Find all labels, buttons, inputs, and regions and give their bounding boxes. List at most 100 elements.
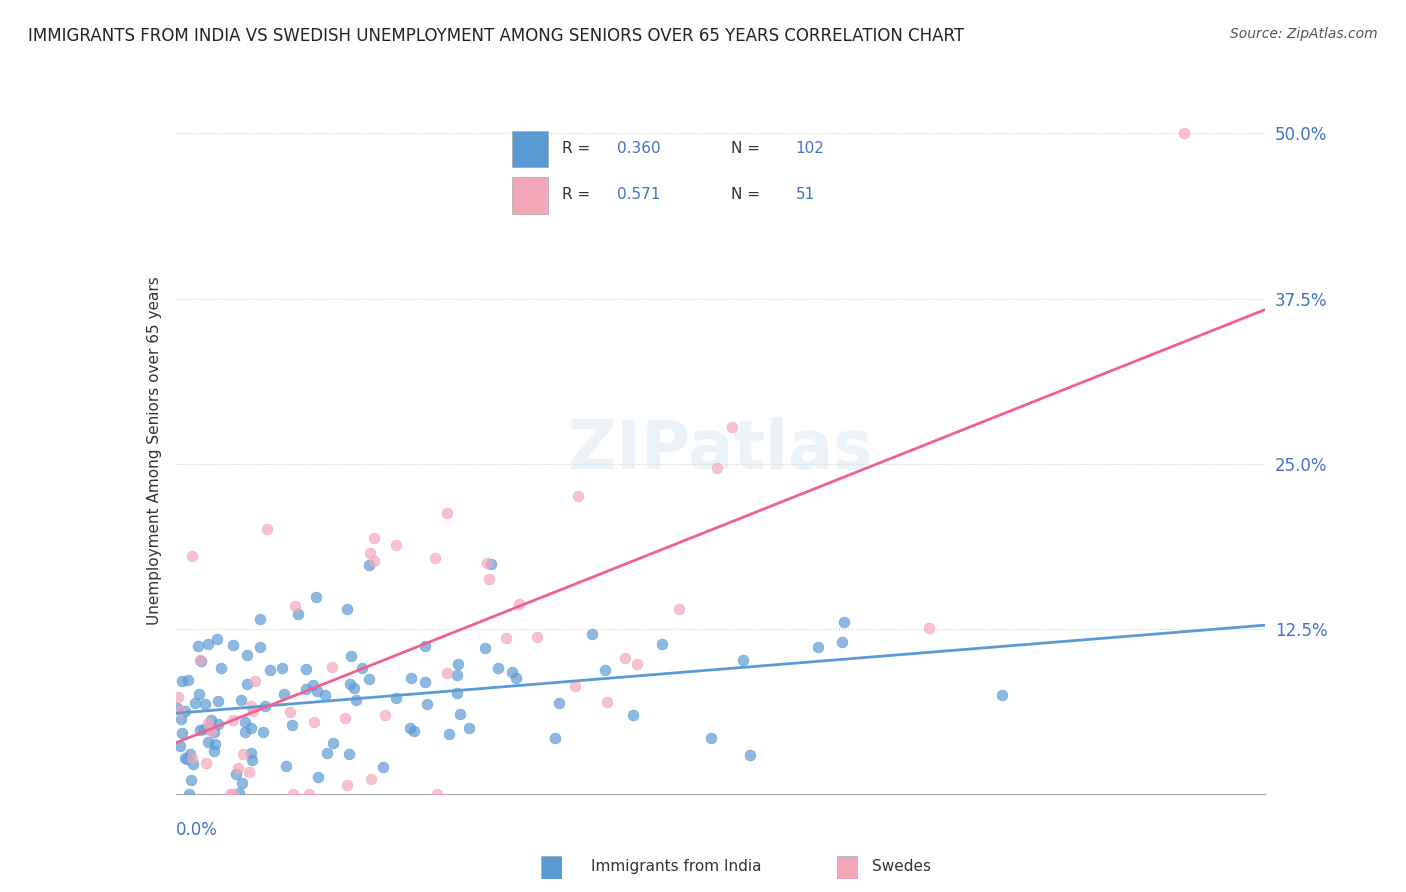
- Point: [339, 747, 361, 761]
- Text: Immigrants from India: Immigrants from India: [591, 859, 761, 874]
- Point: [315, 746, 337, 760]
- Text: 0.0%: 0.0%: [176, 822, 218, 839]
- Point: [238, 765, 260, 780]
- Point: [240, 753, 263, 767]
- Point: [179, 747, 201, 761]
- Point: [202, 744, 225, 758]
- Point: [651, 637, 673, 651]
- Point: [273, 687, 295, 701]
- Point: [446, 686, 468, 700]
- Point: [371, 760, 394, 774]
- Text: ZIPatlas: ZIPatlas: [568, 417, 873, 483]
- Point: [236, 676, 259, 690]
- Point: [221, 787, 243, 801]
- Point: [363, 554, 385, 568]
- Y-axis label: Unemployment Among Seniors over 65 years: Unemployment Among Seniors over 65 years: [146, 277, 162, 624]
- Point: [474, 640, 496, 655]
- Point: [287, 607, 309, 621]
- Point: [413, 639, 436, 653]
- Point: [402, 724, 425, 739]
- Point: [446, 668, 468, 682]
- Point: [194, 698, 217, 712]
- Point: [398, 721, 420, 735]
- Point: [188, 688, 211, 702]
- Point: [231, 776, 253, 790]
- Point: [307, 770, 329, 784]
- Point: [186, 640, 208, 654]
- Point: [339, 676, 361, 690]
- Point: [478, 572, 501, 586]
- Point: [544, 731, 567, 745]
- Text: IMMIGRANTS FROM INDIA VS SWEDISH UNEMPLOYMENT AMONG SENIORS OVER 65 YEARS CORREL: IMMIGRANTS FROM INDIA VS SWEDISH UNEMPLO…: [28, 27, 965, 45]
- Point: [668, 601, 690, 615]
- Point: [169, 739, 191, 753]
- Point: [278, 705, 301, 719]
- Point: [340, 648, 363, 663]
- Point: [259, 663, 281, 677]
- Point: [614, 651, 637, 665]
- Point: [807, 640, 830, 654]
- Text: Swedes: Swedes: [872, 859, 931, 874]
- Point: [918, 621, 941, 635]
- Point: [294, 682, 316, 697]
- Point: [479, 558, 502, 572]
- Point: [166, 701, 188, 715]
- Point: [245, 673, 267, 688]
- Point: [184, 697, 207, 711]
- Point: [731, 652, 754, 666]
- Point: [207, 694, 229, 708]
- Point: [357, 558, 380, 573]
- Point: [384, 691, 406, 706]
- Point: [593, 663, 616, 677]
- Point: [425, 551, 447, 566]
- Point: [302, 678, 325, 692]
- Point: [831, 635, 853, 649]
- Point: [447, 657, 470, 671]
- Point: [209, 660, 232, 674]
- Point: [359, 546, 381, 560]
- Point: [173, 751, 195, 765]
- Point: [200, 724, 222, 739]
- Point: [197, 637, 219, 651]
- Point: [207, 716, 229, 731]
- Point: [505, 671, 527, 685]
- Point: [385, 538, 408, 552]
- Point: [458, 721, 481, 735]
- Point: [239, 721, 262, 735]
- Point: [276, 759, 298, 773]
- Point: [335, 711, 357, 725]
- Point: [314, 688, 336, 702]
- Point: [426, 787, 449, 801]
- Point: [738, 748, 761, 763]
- Point: [190, 654, 212, 668]
- Point: [626, 657, 648, 671]
- Point: [193, 722, 215, 736]
- Point: [256, 523, 278, 537]
- Point: [399, 672, 422, 686]
- Point: [321, 659, 343, 673]
- Point: [350, 660, 373, 674]
- Point: [281, 787, 304, 801]
- Point: [449, 706, 471, 721]
- Point: [180, 549, 202, 563]
- Point: [284, 599, 307, 613]
- Point: [374, 707, 396, 722]
- Point: [302, 714, 325, 729]
- Point: [242, 704, 264, 718]
- Point: [322, 736, 344, 750]
- Point: [232, 747, 254, 761]
- Point: [436, 506, 458, 520]
- Point: [226, 760, 249, 774]
- Point: [177, 673, 200, 688]
- Point: [720, 420, 742, 434]
- Point: [832, 615, 855, 629]
- Point: [699, 731, 721, 746]
- Point: [564, 679, 586, 693]
- Point: [252, 724, 274, 739]
- Point: [172, 673, 194, 688]
- Point: [567, 489, 589, 503]
- Point: [236, 648, 259, 663]
- Point: [181, 751, 204, 765]
- Point: [508, 597, 530, 611]
- Point: [991, 688, 1014, 702]
